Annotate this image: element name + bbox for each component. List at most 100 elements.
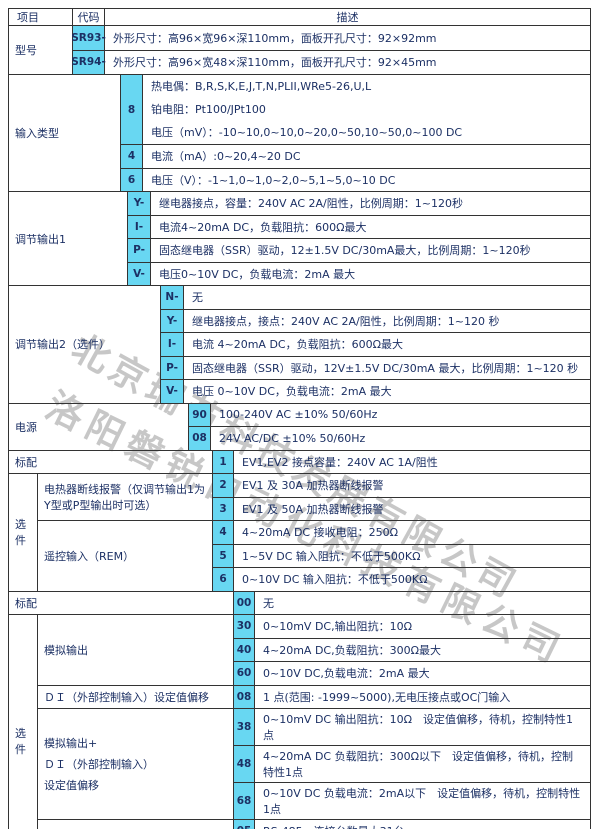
section-label-standard-1: 标配 — [9, 450, 213, 473]
code-cell: I- — [128, 215, 151, 238]
description-cell: 0~10V DC 输入阻抗：不低于500KΩ — [242, 573, 428, 587]
description-cell: 100-240V AC ±10% 50/60Hz — [219, 408, 378, 422]
code-cell: P- — [128, 239, 151, 262]
table-row: Y- 继电器接点，容量：240V AC 2A/阻性，比例周期：1~120秒 — [128, 192, 590, 216]
table-row: 00 无 — [234, 591, 590, 614]
description-line: 热电偶：B,R,S,K,E,J,T,N,PLII,WRe5-26,U,L — [151, 80, 372, 93]
description-cell: 电流4~20mA DC，负载阻抗：600Ω最大 — [159, 220, 367, 234]
table-row: I- 电流4~20mA DC，负载阻抗：600Ω最大 — [128, 215, 590, 239]
description-cell: 无 — [192, 291, 203, 305]
description-cell: 固态继电器（SSR）驱动，12V±1.5V DC/30mA 最大，比例周期：1~… — [192, 361, 579, 375]
table-row: 48 4~20mA DC 负载阻抗：300Ω以下 设定值偏移，待机，控制特性1点 — [234, 746, 590, 783]
table-row: P- 固态继电器（SSR）驱动，12±1.5V DC/30mA最大，比例周期：1… — [128, 239, 590, 263]
code-cell: 40 — [234, 638, 255, 661]
section-label-power: 电源 — [9, 403, 189, 450]
code-cell: 90 — [189, 403, 211, 426]
code-cell: 08 — [189, 427, 211, 450]
code-cell: N- — [161, 286, 184, 309]
option-group-analog-plus-di: 模拟输出+ ＤＩ（外部控制输入） 设定值偏移 38 0~10mV DC 输出阻抗… — [38, 709, 590, 820]
code-cell: 6 — [121, 168, 143, 191]
section-standard-2: 标配 00 无 — [9, 591, 590, 615]
code-cell: Y- — [161, 309, 184, 332]
description-cell: 继电器接点，容量：240V AC 2A/阻性，比例周期：1~120秒 — [159, 197, 463, 211]
table-row: SR94- 外形尺寸：高96×宽48×深110mm，面板开孔尺寸：92×45mm — [71, 50, 590, 74]
table-row: Y- 继电器接点，接点：240V AC 2A/阻性，比例周期：1~120 秒 — [161, 309, 590, 333]
code-cell: P- — [161, 356, 184, 379]
table-row: 4 电流（mA）:0~20,4~20 DC — [121, 145, 590, 169]
table-row: 90 100-240V AC ±10% 50/60Hz — [189, 403, 590, 427]
group-label: 遥控输入（REM） — [38, 521, 213, 591]
code-cell: 00 — [234, 591, 255, 614]
code-cell: 4 — [213, 521, 234, 544]
description-cell: 4~20mA DC 负载阻抗：300Ω以下 设定值偏移，待机，控制特性1点 — [263, 750, 573, 779]
description-cell: 固态继电器（SSR）驱动，12±1.5V DC/30mA最大，比例周期：1~12… — [159, 244, 531, 258]
code-cell: 68 — [234, 783, 255, 819]
section-model: 型号 SR93- 外形尺寸：高96×宽96×深110mm，面板开孔尺寸：92×9… — [9, 26, 590, 75]
option-group-heater-alarm: 电热器断线报警（仅调节输出1为Y型或P型输出时可选） 2 EV1 及 30A 加… — [38, 474, 590, 521]
description-cell: 外形尺寸：高96×宽48×深110mm，面板开孔尺寸：92×45mm — [113, 56, 437, 70]
code-cell: 05 — [234, 820, 255, 829]
description-cell: 1 点(范围: -1999~5000),无电压接点或OC门输入 — [263, 690, 511, 704]
table-row: N- 无 — [161, 286, 590, 310]
option-group-di-offset: ＤＩ（外部控制输入）设定值偏移 08 1 点(范围: -1999~5000),无… — [38, 685, 590, 709]
table-row: 38 0~10mV DC 输出阻抗：10Ω 设定值偏移，待机，控制特性1点 — [234, 709, 590, 746]
table-row: 4 4~20mA DC 接收电阻：250Ω — [213, 521, 590, 545]
code-cell: V- — [161, 380, 184, 403]
code-cell: 60 — [234, 662, 255, 685]
code-cell: 2 — [213, 474, 234, 497]
description-cell: 0~10mV DC,输出阻抗：10Ω — [263, 620, 412, 634]
code-cell: 38 — [234, 709, 255, 745]
description-cell: 0~10mV DC 输出阻抗：10Ω 设定值偏移，待机，控制特性1点 — [263, 713, 573, 742]
header-item-cell: 项目 — [9, 9, 73, 25]
option-group-remote-input: 遥控输入（REM） 4 4~20mA DC 接收电阻：250Ω 5 1~5V D… — [38, 521, 590, 591]
section-power: 电源 90 100-240V AC ±10% 50/60Hz 08 24V AC… — [9, 403, 590, 451]
table-row: 2 EV1 及 30A 加热器断线报警 — [213, 474, 590, 498]
table-row: 6 电压（V）：-1~1,0~1,0~2,0~5,1~5,0~10 DC — [121, 168, 590, 191]
group-label: 模拟输出+ ＤＩ（外部控制输入） 设定值偏移 — [38, 709, 234, 819]
description-cell: 继电器接点，接点：240V AC 2A/阻性，比例周期：1~120 秒 — [192, 314, 500, 328]
description-cell: 无 — [263, 596, 274, 610]
description-cell: 电压0~10V DC，负载电流：2mA 最大 — [159, 267, 356, 281]
code-cell: 30 — [234, 615, 255, 638]
code-cell: 48 — [234, 746, 255, 782]
description-cell: 电流（mA）:0~20,4~20 DC — [151, 150, 301, 164]
option-group-communication: 通讯功能 05 RS-485 连接台数最大31台 07 RS-232C 连接台数… — [38, 820, 590, 829]
description-cell: RS-485 连接台数最大31台 — [255, 820, 590, 829]
code-cell: SR93- — [71, 26, 106, 50]
code-cell: 6 — [213, 568, 234, 591]
section-label-standard-2: 标配 — [9, 591, 234, 614]
description-cell: 1~5V DC 输入阻抗：不低于500KΩ — [242, 549, 421, 563]
code-cell: I- — [161, 333, 184, 356]
description-cell: 电压（V）：-1~1,0~1,0~2,0~5,1~5,0~10 DC — [151, 173, 396, 187]
description-line: 电压（mV）：-10~10,0~10,0~20,0~50,10~50,0~100… — [151, 126, 463, 139]
table-row: 5 1~5V DC 输入阻抗：不低于500KΩ — [213, 544, 590, 568]
description-cell: EV1,EV2 接点容量：240V AC 1A/阻性 — [242, 455, 438, 469]
section-label-output-1: 调节输出1 — [9, 192, 128, 285]
section-input-type: 输入类型 8 热电偶：B,R,S,K,E,J,T,N,PLII,WRe5-26,… — [9, 75, 590, 192]
table-row: 8 热电偶：B,R,S,K,E,J,T,N,PLII,WRe5-26,U,L 铂… — [121, 75, 590, 145]
description-cell: 电压 0~10V DC，负载电流：2mA 最大 — [192, 385, 392, 399]
section-label-option-1: 选件 — [9, 474, 38, 591]
section-label-output-2: 调节输出2（选件） — [9, 286, 161, 403]
description-cell: EV1 及 30A 加热器断线报警 — [242, 479, 384, 493]
header-desc-cell: 描述 — [336, 11, 359, 24]
spec-table: 项目 代码 描述 型号 SR93- 外形尺寸：高96×宽96×深110mm，面板… — [8, 8, 591, 829]
option-group-analog-output: 模拟输出 30 0~10mV DC,输出阻抗：10Ω 40 4~20mA DC,… — [38, 615, 590, 686]
code-cell: V- — [128, 262, 151, 285]
code-cell: 1 — [213, 450, 234, 473]
description-cell: 热电偶：B,R,S,K,E,J,T,N,PLII,WRe5-26,U,L 铂电阻… — [143, 75, 590, 144]
description-cell: 4~20mA DC 接收电阻：250Ω — [242, 526, 398, 540]
table-row: 05 RS-485 连接台数最大31台 — [234, 820, 590, 829]
table-row: V- 电压 0~10V DC，负载电流：2mA 最大 — [161, 380, 590, 403]
group-label: 模拟输出 — [38, 615, 234, 685]
table-header-row: 项目 代码 描述 — [9, 9, 590, 26]
section-option-1: 选件 电热器断线报警（仅调节输出1为Y型或P型输出时可选） 2 EV1 及 30… — [9, 474, 590, 592]
code-cell: SR94- — [71, 50, 106, 74]
description-cell: 电流 4~20mA DC，负载阻抗：600Ω最大 — [192, 338, 403, 352]
description-cell: EV1 及 50A 加热器断线报警 — [242, 502, 384, 516]
table-row: 1 EV1,EV2 接点容量：240V AC 1A/阻性 — [213, 450, 590, 473]
section-output-2: 调节输出2（选件） N- 无 Y- 继电器接点，接点：240V AC 2A/阻性… — [9, 286, 590, 404]
description-cell: 24V AC/DC ±10% 50/60Hz — [219, 431, 366, 445]
group-label: 电热器断线报警（仅调节输出1为Y型或P型输出时可选） — [38, 474, 213, 520]
